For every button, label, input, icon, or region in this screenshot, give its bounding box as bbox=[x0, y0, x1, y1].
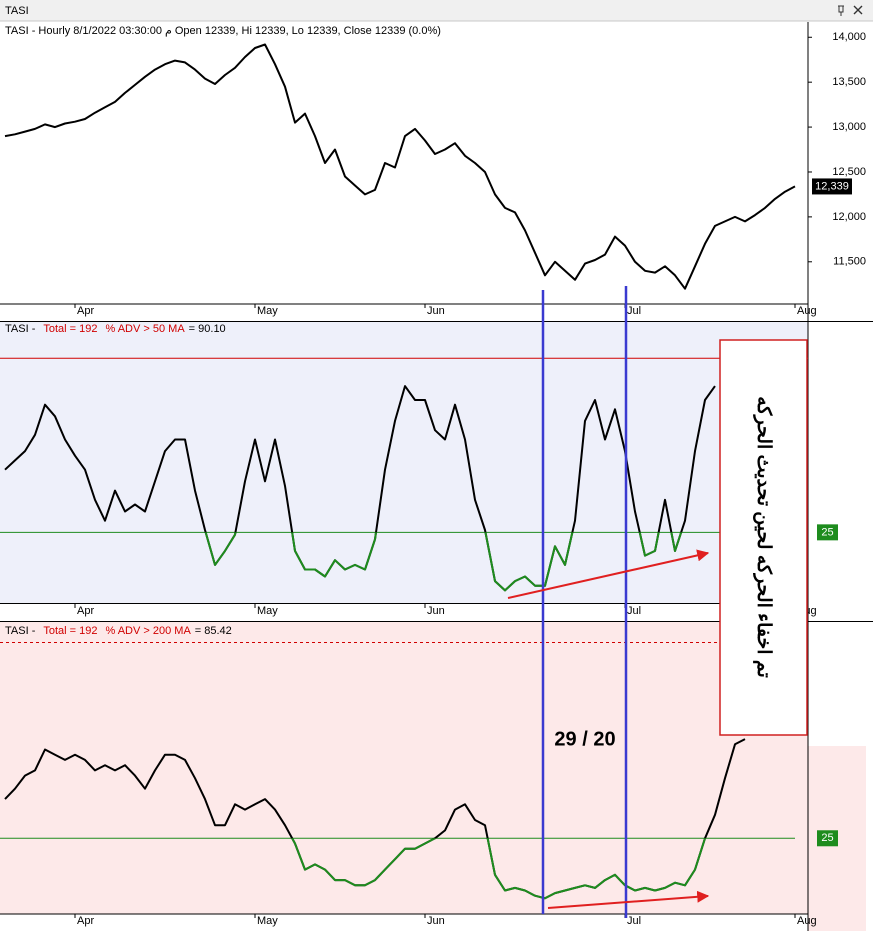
x-tick-label: May bbox=[257, 305, 278, 317]
window-title: TASI bbox=[5, 5, 29, 17]
y-tick-label: 25 bbox=[821, 832, 833, 844]
title-bar bbox=[0, 0, 873, 21]
x-tick-label: May bbox=[257, 605, 278, 617]
x-tick-label: Aug bbox=[797, 915, 817, 927]
panel-header: TASI - Total = 192 % ADV > 50 MA = 90.10 bbox=[5, 323, 226, 335]
divergence-arrow bbox=[547, 890, 710, 909]
x-tick-label: Apr bbox=[77, 915, 94, 927]
panel-background bbox=[0, 322, 808, 603]
x-tick-label: Jun bbox=[427, 915, 445, 927]
y-tick-label: 11,500 bbox=[833, 256, 866, 268]
panel-background bbox=[0, 622, 808, 914]
divergence-arrow bbox=[507, 549, 710, 599]
header-indicator: % ADV > 200 MA bbox=[105, 625, 191, 637]
annotations: تم اخفاء الحركه لحين تحديث الحركه 29 / 2… bbox=[507, 286, 808, 918]
y-tick-label: 14,000 bbox=[832, 31, 866, 43]
series-line-below bbox=[291, 838, 707, 900]
header-indicator: % ADV > 50 MA bbox=[105, 323, 185, 335]
header-reading: = 90.10 bbox=[189, 323, 226, 335]
x-tick-label: Apr bbox=[77, 605, 94, 617]
x-tick-label: Jul bbox=[627, 915, 641, 927]
last-value-badge bbox=[812, 178, 852, 195]
x-tick-label: Aug bbox=[797, 305, 817, 317]
header-name: TASI - bbox=[5, 625, 36, 637]
last-value-label: 12,339 bbox=[815, 180, 849, 192]
x-tick-label: Jul bbox=[627, 605, 641, 617]
y-tick-label: 13,000 bbox=[832, 121, 866, 133]
close-button[interactable] bbox=[853, 5, 863, 15]
series-line bbox=[4, 43, 796, 290]
price-title: TASI - Hourly 8/1/2022 03:30:00 م Open 1… bbox=[5, 25, 441, 37]
x-tick-label: Jul bbox=[627, 305, 641, 317]
y-tick-label: 13,500 bbox=[832, 76, 866, 88]
y-tick-label: 25 bbox=[821, 526, 833, 538]
header-total: Total = 192 bbox=[43, 323, 97, 335]
note-text: تم اخفاء الحركه لحين تحديث الحركه bbox=[753, 396, 774, 678]
panel-header: TASI - Total = 192 % ADV > 200 MA = 85.42 bbox=[5, 625, 232, 637]
x-tick-label: Apr bbox=[77, 305, 94, 317]
pin-button[interactable] bbox=[838, 5, 844, 16]
series-line-below bbox=[204, 532, 683, 592]
ratio-text: 29 / 20 bbox=[554, 728, 615, 750]
y-tick-label: 12,000 bbox=[832, 211, 866, 223]
threshold-badge bbox=[817, 524, 838, 541]
y-tick-label: 12,500 bbox=[832, 166, 866, 178]
note-box bbox=[719, 339, 808, 736]
x-tick-label: Jun bbox=[427, 305, 445, 317]
panel-borders bbox=[0, 22, 873, 931]
header-name: TASI - bbox=[5, 323, 36, 335]
x-tick-label: Jun bbox=[427, 605, 445, 617]
header-reading: = 85.42 bbox=[195, 625, 232, 637]
threshold-badge bbox=[817, 830, 838, 847]
header-total: Total = 192 bbox=[43, 625, 97, 637]
x-tick-label: May bbox=[257, 915, 278, 927]
